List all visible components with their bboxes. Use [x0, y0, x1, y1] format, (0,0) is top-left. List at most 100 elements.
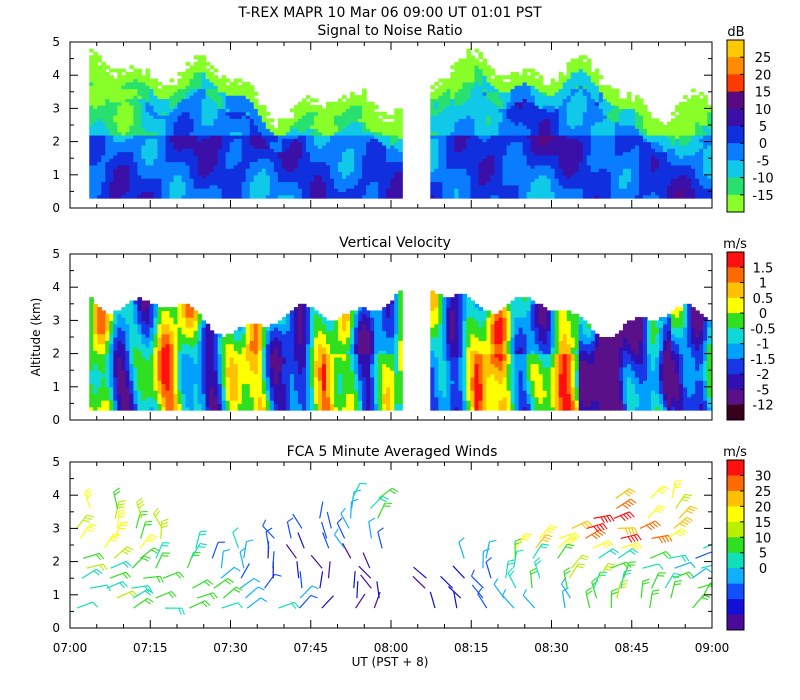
- heatmap-cell: [237, 188, 243, 192]
- heatmap-cell: [121, 105, 126, 109]
- heatmap-cell: [358, 118, 363, 123]
- heatmap-cell: [602, 188, 608, 192]
- heatmap-cell: [626, 188, 632, 192]
- heatmap-cell: [249, 154, 255, 159]
- heatmap-cell: [221, 75, 227, 80]
- heatmap-cell: [257, 184, 263, 189]
- heatmap-cell: [133, 98, 139, 103]
- heatmap-cell: [442, 95, 447, 100]
- heatmap-cell: [153, 154, 159, 159]
- heatmap-cell: [498, 75, 504, 80]
- heatmap-cell: [326, 158, 331, 163]
- heatmap-cell: [217, 121, 223, 126]
- heatmap-cell: [117, 128, 122, 133]
- heatmap-cell: [293, 141, 299, 146]
- heatmap-cell: [113, 91, 118, 96]
- heatmap-cell: [647, 151, 652, 156]
- heatmap-cell: [89, 148, 94, 153]
- heatmap-cell: [193, 151, 199, 156]
- heatmap-cell: [165, 131, 171, 136]
- heatmap-cell: [630, 171, 636, 176]
- heatmap-cell: [498, 194, 504, 199]
- heatmap-cell: [610, 125, 616, 129]
- heatmap-cell: [281, 161, 287, 166]
- heatmap-cell: [169, 78, 175, 83]
- heatmap-cell: [289, 191, 295, 196]
- heatmap-cell: [386, 171, 391, 176]
- heatmap-cell: [185, 181, 191, 186]
- heatmap-cell: [201, 148, 207, 153]
- heatmap-cell: [141, 75, 147, 80]
- heatmap-cell: [446, 191, 451, 196]
- heatmap-cell: [518, 105, 524, 109]
- heatmap-cell: [502, 164, 508, 169]
- heatmap-cell: [659, 178, 664, 183]
- heatmap-cell: [350, 144, 355, 149]
- heatmap-cell: [470, 85, 476, 90]
- heatmap-cell: [125, 151, 130, 156]
- heatmap-cell: [189, 85, 195, 90]
- heatmap-cell: [101, 71, 106, 76]
- heatmap-cell: [121, 178, 126, 183]
- heatmap-cell: [161, 178, 167, 183]
- heatmap-cell: [570, 181, 576, 186]
- heatmap-cell: [137, 148, 143, 153]
- heatmap-cell: [201, 115, 207, 119]
- heatmap-cell: [257, 115, 263, 119]
- heatmap-cell: [566, 161, 572, 166]
- heatmap-cell: [691, 148, 696, 153]
- heatmap-cell: [125, 138, 130, 143]
- heatmap-cell: [161, 88, 167, 93]
- heatmap-cell: [285, 168, 291, 173]
- heatmap-cell: [683, 188, 688, 192]
- heatmap-cell: [586, 125, 592, 129]
- heatmap-cell: [289, 158, 295, 163]
- heatmap-cell: [225, 151, 231, 156]
- heatmap-cell: [121, 181, 126, 186]
- heatmap-cell: [470, 181, 476, 186]
- heatmap-cell: [101, 178, 106, 183]
- heatmap-cell: [474, 111, 480, 116]
- heatmap-cell: [161, 158, 167, 163]
- heatmap-cell: [229, 81, 235, 86]
- heatmap-cell: [157, 98, 163, 103]
- heatmap-cell: [474, 58, 480, 63]
- heatmap-cell: [117, 115, 122, 119]
- heatmap-cell: [245, 168, 251, 173]
- heatmap-cell: [502, 138, 508, 143]
- heatmap-cell: [277, 178, 283, 183]
- heatmap-cell: [675, 144, 680, 149]
- heatmap-cell: [117, 105, 122, 109]
- heatmap-cell: [334, 164, 339, 169]
- heatmap-cell: [121, 184, 126, 189]
- heatmap-cell: [526, 75, 532, 80]
- heatmap-cell: [129, 85, 134, 90]
- heatmap-cell: [679, 154, 684, 159]
- heatmap-cell: [478, 108, 484, 113]
- heatmap-cell: [173, 115, 179, 119]
- heatmap-cell: [454, 111, 460, 116]
- heatmap-cell: [301, 184, 307, 189]
- heatmap-cell: [197, 88, 203, 93]
- heatmap-cell: [542, 188, 548, 192]
- heatmap-cell: [330, 108, 335, 113]
- heatmap-cell: [217, 171, 223, 176]
- heatmap-cell: [594, 98, 600, 103]
- heatmap-cell: [598, 131, 604, 136]
- heatmap-cell: [542, 178, 548, 183]
- heatmap-cell: [606, 194, 612, 199]
- heatmap-cell: [221, 174, 227, 179]
- heatmap-cell: [594, 164, 600, 169]
- heatmap-cell: [522, 71, 528, 76]
- heatmap-cell: [602, 118, 608, 123]
- heatmap-cell: [125, 85, 130, 90]
- heatmap-cell: [358, 141, 363, 146]
- heatmap-cell: [594, 141, 600, 146]
- heatmap-cell: [358, 121, 363, 126]
- heatmap-cell: [630, 111, 636, 116]
- heatmap-cell: [586, 178, 592, 183]
- heatmap-cell: [602, 131, 608, 136]
- heatmap-cell: [209, 71, 215, 76]
- heatmap-cell: [510, 75, 516, 80]
- heatmap-cell: [305, 181, 311, 186]
